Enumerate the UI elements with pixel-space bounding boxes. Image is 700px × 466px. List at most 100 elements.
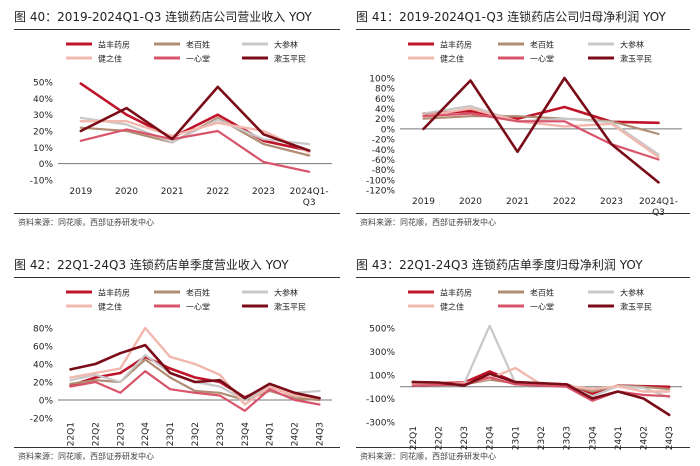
series-line-老百姓 bbox=[422, 115, 660, 136]
legend-label: 益丰药房 bbox=[440, 288, 472, 298]
x-tick-label: 2024Q1- bbox=[290, 187, 329, 197]
y-tick-label: 10% bbox=[33, 144, 53, 154]
x-tick-label: 24Q1 bbox=[266, 422, 276, 446]
x-tick-label: 2022 bbox=[206, 187, 229, 197]
x-tick-label: 22Q2 bbox=[434, 426, 444, 450]
x-tick-label: 23Q2 bbox=[537, 426, 547, 450]
x-tick-label: 2020 bbox=[459, 197, 482, 207]
y-tick-label: 40% bbox=[33, 361, 53, 371]
series-line-健之佳 bbox=[422, 107, 660, 159]
x-tick-label: 23Q1 bbox=[166, 422, 176, 446]
y-tick-label: 300% bbox=[369, 348, 395, 358]
series-line-健之佳 bbox=[79, 119, 311, 154]
legend-label: 健之佳 bbox=[440, 302, 464, 312]
series-line-一心堂 bbox=[422, 112, 660, 161]
source-divider bbox=[14, 213, 340, 214]
legend-label: 益丰药房 bbox=[98, 288, 130, 298]
x-tick-label: 22Q2 bbox=[91, 422, 101, 446]
legend-label: 益丰药房 bbox=[440, 40, 472, 50]
y-tick-label: 20% bbox=[33, 379, 53, 389]
y-tick-label: 80% bbox=[375, 85, 395, 95]
source-divider bbox=[356, 447, 690, 448]
legend-label: 一心堂 bbox=[530, 54, 554, 64]
series-line-一心堂 bbox=[69, 370, 321, 412]
x-tick-label: 2019 bbox=[412, 197, 435, 207]
y-tick-label: 100% bbox=[369, 372, 395, 382]
title-divider bbox=[356, 29, 690, 30]
source-divider bbox=[356, 213, 690, 214]
y-tick-label: -40% bbox=[372, 146, 396, 156]
source-divider bbox=[14, 447, 340, 448]
series-line-漱玉平民 bbox=[79, 85, 311, 152]
x-tick-label: 23Q1 bbox=[511, 426, 521, 450]
y-tick-label: 30% bbox=[33, 111, 53, 121]
x-tick-label: 2021 bbox=[161, 187, 184, 197]
y-tick-label: 500% bbox=[369, 325, 395, 335]
x-tick-label: 23Q3 bbox=[563, 426, 573, 450]
y-tick-label: -100% bbox=[366, 176, 395, 186]
chart-panel-41: 图 41：2019-2024Q1-Q3 连锁药店公司归母净利润 YOY 益丰药房… bbox=[356, 8, 690, 230]
series-line-漱玉平民 bbox=[69, 343, 321, 400]
legend-label: 一心堂 bbox=[186, 302, 210, 312]
x-tick-label: 2021 bbox=[506, 197, 529, 207]
x-tick-label: 23Q4 bbox=[241, 422, 251, 447]
x-tick-label: 24Q3 bbox=[665, 426, 675, 450]
legend-label: 大参林 bbox=[620, 288, 644, 298]
legend-label: 老百姓 bbox=[186, 40, 210, 50]
chart-title: 图 40：2019-2024Q1-Q3 连锁药店公司营业收入 YOY bbox=[14, 10, 312, 24]
x-tick-label: 22Q4 bbox=[486, 426, 496, 451]
x-tick-label: 22Q3 bbox=[116, 422, 126, 446]
y-tick-label: 40% bbox=[375, 105, 395, 115]
series-line-健之佳 bbox=[69, 326, 321, 406]
x-tick-label: 24Q3 bbox=[316, 422, 326, 446]
legend-label: 健之佳 bbox=[440, 54, 464, 64]
x-tick-label: 2022 bbox=[553, 197, 576, 207]
legend-label: 老百姓 bbox=[530, 40, 554, 50]
x-tick-label: 24Q2 bbox=[640, 426, 650, 450]
y-tick-label: -80% bbox=[372, 166, 396, 176]
x-tick-label: 24Q2 bbox=[291, 422, 301, 446]
chart-panel-42: 图 42：22Q1-24Q3 连锁药店单季度营业收入 YOY 益丰药房 老百姓 大参… bbox=[14, 256, 340, 462]
source-note: 资料来源：同花顺，西部证券研发中心 bbox=[360, 218, 496, 227]
legend-label: 大参林 bbox=[274, 40, 298, 50]
legend-label: 漱玉平民 bbox=[620, 302, 652, 312]
x-tick-label: 23Q2 bbox=[191, 422, 201, 446]
y-tick-label: 100% bbox=[369, 75, 395, 85]
chart-panel-43: 图 43：22Q1-24Q3 连锁药店单季度归母净利润 YOY 益丰药房 老百姓 大… bbox=[356, 256, 690, 462]
title-divider bbox=[356, 277, 690, 278]
y-tick-label: 50% bbox=[33, 79, 53, 89]
legend-label: 一心堂 bbox=[186, 54, 210, 64]
y-tick-label: 40% bbox=[33, 95, 53, 105]
y-tick-label: 0% bbox=[39, 397, 54, 407]
x-tick-label: 22Q3 bbox=[460, 426, 470, 450]
y-tick-label: 0% bbox=[381, 125, 396, 135]
x-tick-label: 22Q1 bbox=[409, 426, 419, 450]
y-tick-label: -20% bbox=[30, 415, 54, 425]
series-line-大参林 bbox=[422, 104, 660, 156]
title-divider bbox=[14, 277, 340, 278]
legend-label: 健之佳 bbox=[98, 302, 122, 312]
y-tick-label: -20% bbox=[372, 136, 396, 146]
chart-title: 图 42：22Q1-24Q3 连锁药店单季度营业收入 YOY bbox=[14, 258, 289, 272]
series-line-益丰药房 bbox=[79, 82, 311, 152]
legend-label: 一心堂 bbox=[530, 302, 554, 312]
source-note: 资料来源：同花顺，西部证券研发中心 bbox=[360, 452, 496, 461]
x-tick-label: 2024Q1- bbox=[639, 197, 678, 207]
x-tick-label: 2023 bbox=[600, 197, 623, 207]
y-tick-label: -120% bbox=[366, 187, 395, 197]
y-tick-label: -10% bbox=[30, 177, 54, 187]
y-tick-label: 0% bbox=[39, 160, 54, 170]
series-line-漱玉平民 bbox=[411, 372, 671, 417]
y-tick-label: 60% bbox=[33, 343, 53, 353]
x-tick-label: 22Q4 bbox=[141, 422, 151, 447]
series-line-大参林 bbox=[79, 116, 311, 146]
source-note: 资料来源：同花顺，西部证券研发中心 bbox=[18, 452, 154, 461]
legend-label: 老百姓 bbox=[530, 288, 554, 298]
y-tick-label: 80% bbox=[33, 325, 53, 335]
legend-label: 益丰药房 bbox=[98, 40, 130, 50]
y-tick-label: 20% bbox=[33, 128, 53, 138]
legend-label: 漱玉平民 bbox=[620, 54, 652, 64]
series-line-漱玉平民 bbox=[422, 76, 660, 184]
